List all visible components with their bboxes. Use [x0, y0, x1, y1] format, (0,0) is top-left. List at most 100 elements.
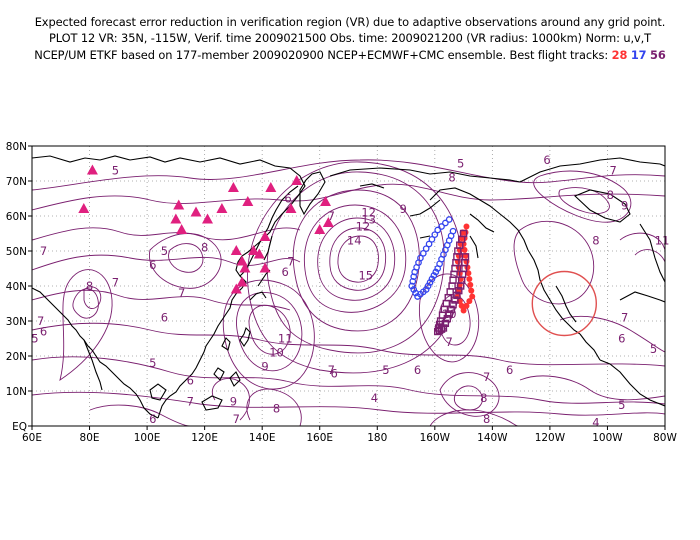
contour-value-label: 5 [650, 342, 657, 356]
coastline [527, 249, 581, 335]
contour-value-label: 7 [328, 363, 335, 377]
flight-track-point-purple [441, 319, 450, 328]
lon-tick-label: 180 [367, 432, 387, 444]
lon-tick-label: 160W [420, 432, 451, 444]
contour-value-label: 6 [506, 363, 513, 377]
flight-track-point-blue [410, 286, 418, 293]
contour-value-label: 6 [149, 258, 156, 272]
flight-track-point-red [458, 302, 465, 309]
contour-value-label: 7 [328, 209, 335, 223]
lon-tick-label: 100W [592, 432, 623, 444]
flight-track-point-purple [443, 314, 451, 323]
station-triangle [216, 203, 228, 213]
contour-value-label: 7 [37, 314, 44, 328]
contour-line [329, 227, 387, 291]
contour-line [337, 235, 379, 283]
contour-value-label: 6 [330, 367, 337, 381]
coastline [263, 235, 273, 261]
flight-track-point-purple [447, 305, 455, 314]
station-triangle [190, 206, 202, 217]
contour-value-label: 6 [618, 332, 625, 346]
coastline [419, 235, 431, 239]
lat-tick-label: 80N [6, 141, 27, 153]
contour-value-label: 7 [40, 244, 47, 258]
coastline [201, 395, 223, 411]
flight-track-point-red [463, 302, 470, 309]
lat-tick-label: 30N [6, 316, 27, 328]
contour-line [83, 286, 102, 309]
coastline [149, 383, 167, 401]
contour-line [453, 385, 483, 411]
lat-tick-label: 10N [6, 386, 27, 398]
contour-value-label: 6 [284, 192, 291, 206]
flight-track-point-blue [422, 245, 430, 253]
contour-value-label: 12 [356, 220, 371, 234]
flight-track-point-blue [428, 235, 436, 243]
station-triangle [265, 182, 277, 192]
flight-track-point-red [466, 276, 473, 282]
contour-value-label: 8 [483, 412, 490, 426]
flight-track-point-red [463, 223, 470, 230]
flight-track-point-red [469, 293, 476, 300]
flight-track-point-purple [461, 253, 470, 261]
contour-line [32, 183, 665, 211]
coastline [239, 326, 251, 347]
lon-tick-label: 120E [191, 432, 218, 444]
contour-value-label: 5 [161, 244, 168, 258]
lon-tick-label: 80E [80, 432, 100, 444]
coastline [359, 183, 385, 189]
plot-title-line-3: NCEP/UM ETKF based on 177-member 2009020… [0, 48, 700, 62]
contour-value-label: 6 [149, 412, 156, 426]
contour-value-label: 5 [149, 356, 156, 370]
contour-value-label: 7 [112, 276, 119, 290]
flight-track-point-blue [438, 223, 445, 230]
contour-value-label: 5 [457, 157, 464, 171]
contour-line [212, 378, 250, 421]
contour-value-label: 5 [382, 363, 389, 377]
flight-track-point-blue [434, 226, 442, 234]
contour-line [558, 187, 610, 214]
coastline [32, 155, 306, 419]
contour-value-label: 10 [269, 346, 284, 360]
contour-value-label: 9 [230, 395, 237, 409]
flight-track-point-blue [419, 249, 427, 257]
contour-line [559, 315, 665, 353]
flight-track-point-red [460, 307, 467, 314]
plot-title-line-2: PLOT 12 VR: 35N, -115W, Verif. time 2009… [48, 31, 652, 45]
flight-track-point-purple [445, 310, 453, 318]
contour-value-label: 8 [273, 402, 280, 416]
contour-value-label: 6 [414, 363, 421, 377]
flight-track-point-blue [445, 216, 453, 223]
lon-tick-label: 160E [306, 432, 333, 444]
station-triangle [314, 224, 326, 234]
flight-track-point-purple [449, 276, 457, 284]
coastline [249, 291, 267, 301]
flight-track-point-red [467, 281, 474, 288]
coastline [32, 287, 159, 419]
contour-value-label: 5 [31, 332, 38, 346]
flight-track-point-purple [437, 325, 446, 333]
contour-line [248, 304, 291, 355]
station-triangle [253, 248, 265, 259]
lon-tick-label: 80W [653, 432, 677, 444]
longitude-labels: 60E 80E 100E 120E 140E 160E 180 160W 140W 120W 100… [22, 432, 677, 444]
contour-value-label: 9 [400, 202, 407, 216]
station-triangle [230, 245, 242, 255]
coastline [299, 171, 326, 216]
contour-line [533, 170, 632, 223]
station-triangle [242, 196, 254, 206]
contour-value-label: 8 [607, 188, 614, 202]
contour-line [246, 388, 302, 426]
contour-value-label: 5 [112, 164, 119, 178]
contour-line [32, 227, 301, 241]
flight-track-point-blue [432, 268, 440, 276]
station-triangle [170, 213, 182, 224]
lat-lon-grid [32, 146, 665, 426]
lat-tick-label: 20N [6, 351, 27, 363]
flight-track-point-blue [431, 231, 439, 239]
coastline [619, 291, 665, 303]
coastline [599, 359, 665, 407]
flight-track-point-purple [439, 324, 448, 332]
coastline [429, 187, 529, 251]
